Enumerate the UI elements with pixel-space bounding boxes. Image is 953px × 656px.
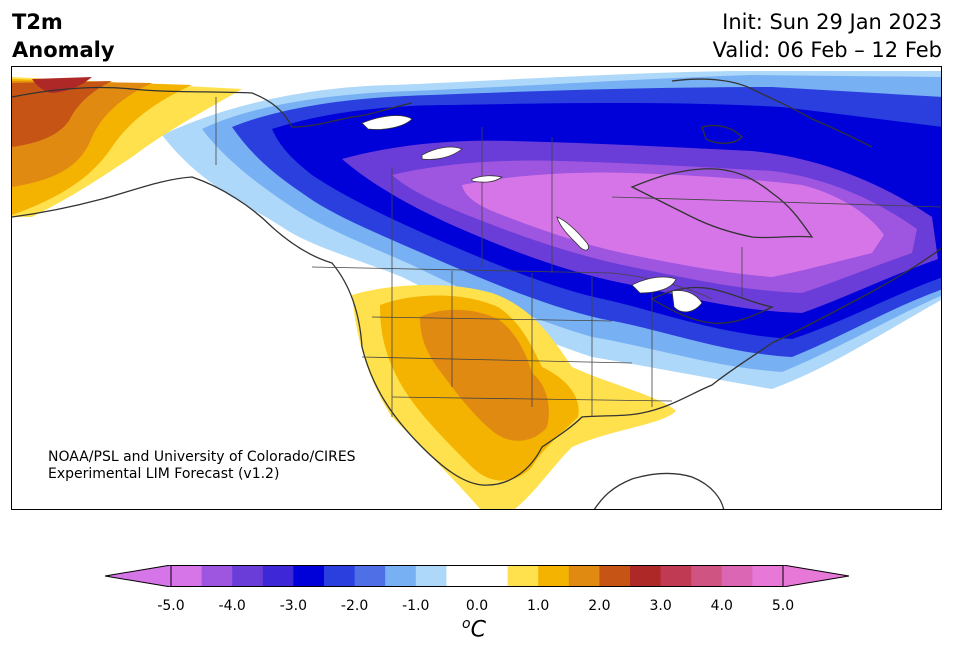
unit-degree: o xyxy=(462,616,471,632)
colorbar-swatch xyxy=(324,565,356,587)
colorbar-tick-label: -2.0 xyxy=(340,598,369,614)
valid-range: Valid: 06 Feb – 12 Feb xyxy=(712,38,942,62)
anomaly-map xyxy=(12,71,941,509)
colorbar-swatch xyxy=(660,565,692,587)
map-panel xyxy=(11,66,942,510)
map-title-line1: T2m xyxy=(12,10,63,34)
colorbar-swatch xyxy=(599,565,631,587)
colorbar-swatch xyxy=(232,565,264,587)
warm-alaska-4 xyxy=(12,81,112,147)
colorbar-swatch xyxy=(630,565,662,587)
colorbar-outline xyxy=(170,565,784,587)
colorbar-swatch xyxy=(446,565,478,587)
colorbar-swatch xyxy=(201,565,233,587)
credit-line2: Experimental LIM Forecast (v1.2) xyxy=(48,466,280,482)
colorbar-over-arrow xyxy=(782,565,849,587)
colorbar-tick-label: 0.0 xyxy=(465,598,489,614)
colorbar-swatch xyxy=(721,565,753,587)
colorbar-swatch xyxy=(507,565,539,587)
map-title: T2m Anomaly xyxy=(12,8,115,64)
colorbar-swatch xyxy=(415,565,447,587)
colorbar-swatch xyxy=(171,565,203,587)
political-boundaries xyxy=(215,97,941,417)
colorbar-unit: oC xyxy=(462,616,486,642)
colorbar-tick-label: 5.0 xyxy=(771,598,795,614)
init-date: Init: Sun 29 Jan 2023 xyxy=(722,10,942,34)
colorbar-swatch xyxy=(568,565,600,587)
colorbar-swatch xyxy=(477,565,509,587)
map-credit: NOAA/PSL and University of Colorado/CIRE… xyxy=(48,449,356,483)
colorbar-tick-label: -5.0 xyxy=(157,598,185,614)
colorbar-swatch xyxy=(293,565,325,587)
colorbar-tick-label: 1.0 xyxy=(527,598,550,614)
colorbar-tick-label: -1.0 xyxy=(402,598,430,614)
unit-base: C xyxy=(470,617,486,643)
colorbar-tick-label: 2.0 xyxy=(588,598,611,614)
coastlines xyxy=(12,78,941,509)
colorbar-swatch xyxy=(691,565,723,587)
colorbar-swatch xyxy=(752,565,784,587)
colorbar-tick-label: -3.0 xyxy=(279,598,308,614)
colorbar-swatch xyxy=(354,565,386,587)
colorbar-swatch xyxy=(385,565,417,587)
colorbar-tick-label: -4.0 xyxy=(218,598,246,614)
colorbar-swatch xyxy=(538,565,570,587)
lakes xyxy=(361,115,703,313)
colorbar xyxy=(105,565,849,587)
colorbar-under-arrow xyxy=(105,565,172,587)
colorbar-tick-label: 3.0 xyxy=(649,598,672,614)
colorbar-swatch xyxy=(262,565,294,587)
map-title-line2: Anomaly xyxy=(12,38,115,62)
credit-line1: NOAA/PSL and University of Colorado/CIRE… xyxy=(48,449,356,465)
warm-alaska-5 xyxy=(32,77,92,93)
forecast-dates: Init: Sun 29 Jan 2023 Valid: 06 Feb – 12… xyxy=(713,8,942,64)
colorbar-tick-label: 4.0 xyxy=(710,598,733,614)
